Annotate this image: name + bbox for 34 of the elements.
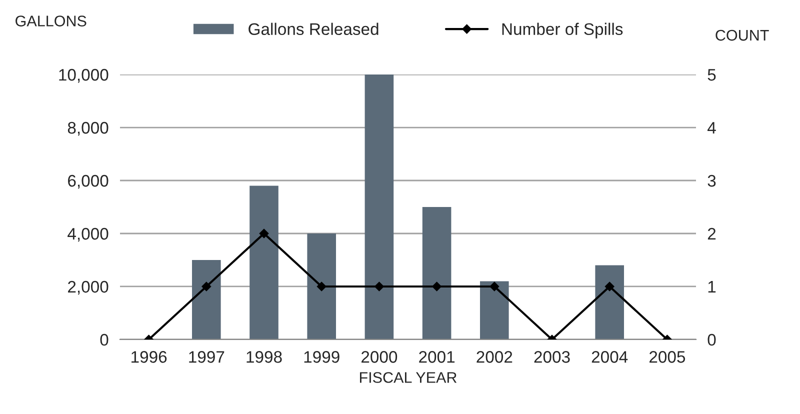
legend-label: Gallons Released: [248, 22, 378, 36]
bar: [422, 207, 452, 340]
y-tick-label: 0: [100, 334, 108, 346]
y-tick-label: 8,000: [68, 122, 108, 136]
bar: [192, 260, 221, 340]
y2-axis-title: COUNT: [716, 30, 769, 41]
x-tick-label: 2004: [592, 351, 628, 363]
x-tick-label: 2001: [419, 351, 455, 363]
x-tick-label: 2005: [650, 351, 686, 363]
x-tick-label: 1999: [304, 351, 340, 363]
x-tick-label: 2003: [534, 351, 570, 363]
x-tick-label: 2002: [476, 351, 512, 363]
y2-tick-label: 2: [708, 228, 716, 240]
y2-tick-label: 5: [708, 69, 716, 81]
x-tick-label: 1996: [132, 351, 167, 363]
y-tick-label: 10,000: [59, 68, 108, 83]
y2-tick-label: 3: [708, 174, 716, 187]
x-tick-label: 2000: [362, 351, 398, 363]
x-axis-title: FISCAL YEAR: [360, 372, 457, 383]
x-tick-label: 1998: [246, 351, 282, 363]
y2-tick-label: 0: [708, 334, 716, 346]
y-axis-title: GALLONS: [16, 16, 86, 26]
y-tick-label: 6,000: [68, 174, 108, 189]
x-tick-label: 1997: [189, 351, 224, 363]
bar: [595, 265, 624, 340]
bar: [364, 74, 394, 340]
bar: [307, 233, 336, 340]
bar: [480, 281, 509, 340]
y-tick-label: 2,000: [68, 280, 108, 295]
y2-tick-label: 1: [708, 281, 716, 293]
y-tick-label: 4,000: [68, 228, 108, 242]
bar: [250, 186, 278, 340]
y2-tick-label: 4: [707, 122, 716, 134]
legend-label: Number of Spills: [502, 22, 623, 38]
